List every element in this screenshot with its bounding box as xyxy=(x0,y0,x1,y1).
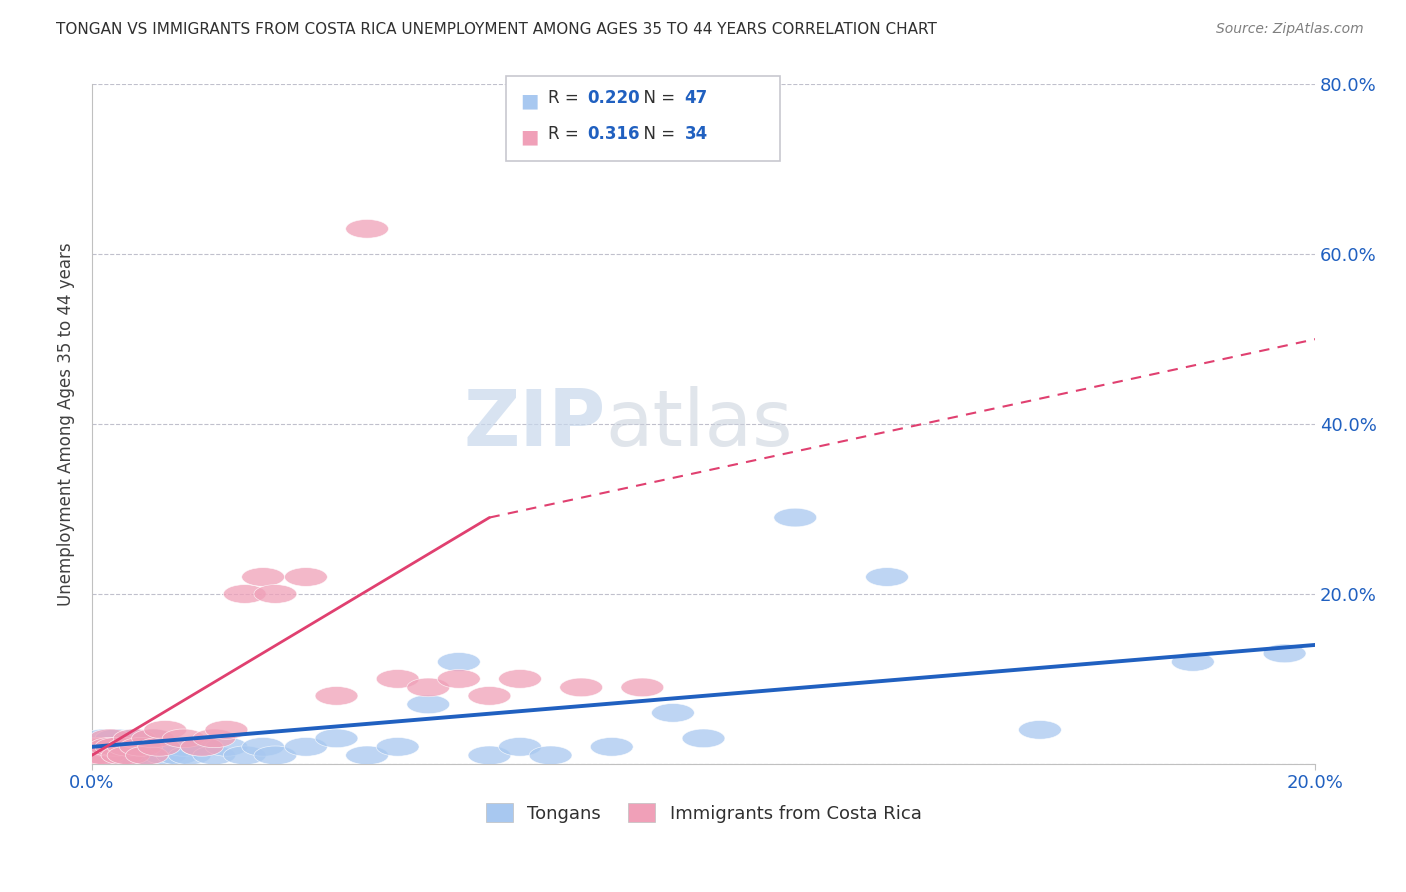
Ellipse shape xyxy=(468,687,510,706)
Ellipse shape xyxy=(284,567,328,586)
Ellipse shape xyxy=(224,746,266,764)
Ellipse shape xyxy=(406,678,450,697)
Ellipse shape xyxy=(315,729,359,747)
Ellipse shape xyxy=(180,738,224,756)
Text: Source: ZipAtlas.com: Source: ZipAtlas.com xyxy=(1216,22,1364,37)
Ellipse shape xyxy=(591,738,633,756)
Ellipse shape xyxy=(242,567,284,586)
Text: atlas: atlas xyxy=(606,386,793,462)
Ellipse shape xyxy=(83,729,125,747)
Ellipse shape xyxy=(83,738,125,756)
Ellipse shape xyxy=(205,738,247,756)
Ellipse shape xyxy=(143,746,187,764)
Ellipse shape xyxy=(89,729,132,747)
Ellipse shape xyxy=(96,738,138,756)
Ellipse shape xyxy=(162,729,205,747)
Text: 0.316: 0.316 xyxy=(588,125,640,143)
Ellipse shape xyxy=(138,738,180,756)
Ellipse shape xyxy=(162,738,205,756)
Ellipse shape xyxy=(284,738,328,756)
Ellipse shape xyxy=(132,729,174,747)
Ellipse shape xyxy=(866,567,908,586)
Ellipse shape xyxy=(254,584,297,603)
Ellipse shape xyxy=(107,746,150,764)
Ellipse shape xyxy=(96,738,138,756)
Ellipse shape xyxy=(132,729,174,747)
Ellipse shape xyxy=(346,746,388,764)
Text: ■: ■ xyxy=(520,92,538,111)
Ellipse shape xyxy=(499,670,541,689)
Ellipse shape xyxy=(651,704,695,723)
Ellipse shape xyxy=(143,721,187,739)
Ellipse shape xyxy=(315,687,359,706)
Ellipse shape xyxy=(76,738,120,756)
Text: N =: N = xyxy=(633,89,681,107)
Ellipse shape xyxy=(76,746,120,764)
Ellipse shape xyxy=(101,746,143,764)
Ellipse shape xyxy=(70,746,114,764)
Ellipse shape xyxy=(107,738,150,756)
Ellipse shape xyxy=(180,738,224,756)
Ellipse shape xyxy=(156,746,198,764)
Ellipse shape xyxy=(1171,653,1215,672)
Ellipse shape xyxy=(377,738,419,756)
Ellipse shape xyxy=(254,746,297,764)
Ellipse shape xyxy=(76,746,120,764)
Ellipse shape xyxy=(76,738,120,756)
Ellipse shape xyxy=(114,746,156,764)
Ellipse shape xyxy=(96,729,138,747)
Ellipse shape xyxy=(406,695,450,714)
Ellipse shape xyxy=(114,729,156,747)
Text: R =: R = xyxy=(548,89,585,107)
Ellipse shape xyxy=(107,746,150,764)
Ellipse shape xyxy=(529,746,572,764)
Ellipse shape xyxy=(101,738,143,756)
Ellipse shape xyxy=(437,670,481,689)
Ellipse shape xyxy=(125,746,169,764)
Ellipse shape xyxy=(499,738,541,756)
Ellipse shape xyxy=(150,738,193,756)
Ellipse shape xyxy=(468,746,510,764)
Ellipse shape xyxy=(346,219,388,238)
Text: 0.220: 0.220 xyxy=(588,89,640,107)
Ellipse shape xyxy=(114,729,156,747)
Ellipse shape xyxy=(205,721,247,739)
Y-axis label: Unemployment Among Ages 35 to 44 years: Unemployment Among Ages 35 to 44 years xyxy=(58,243,75,606)
Ellipse shape xyxy=(120,738,162,756)
Ellipse shape xyxy=(1263,644,1306,663)
Text: TONGAN VS IMMIGRANTS FROM COSTA RICA UNEMPLOYMENT AMONG AGES 35 TO 44 YEARS CORR: TONGAN VS IMMIGRANTS FROM COSTA RICA UNE… xyxy=(56,22,938,37)
Text: 47: 47 xyxy=(685,89,709,107)
Ellipse shape xyxy=(89,738,132,756)
Ellipse shape xyxy=(83,746,125,764)
Ellipse shape xyxy=(377,670,419,689)
Ellipse shape xyxy=(437,653,481,672)
Ellipse shape xyxy=(242,738,284,756)
Ellipse shape xyxy=(125,746,169,764)
Ellipse shape xyxy=(193,729,236,747)
Text: N =: N = xyxy=(633,125,681,143)
Legend: Tongans, Immigrants from Costa Rica: Tongans, Immigrants from Costa Rica xyxy=(485,804,921,822)
Ellipse shape xyxy=(101,746,143,764)
Ellipse shape xyxy=(193,746,236,764)
Ellipse shape xyxy=(682,729,725,747)
Ellipse shape xyxy=(560,678,603,697)
Ellipse shape xyxy=(120,738,162,756)
Ellipse shape xyxy=(169,746,211,764)
Text: ■: ■ xyxy=(520,128,538,146)
Ellipse shape xyxy=(89,746,132,764)
Ellipse shape xyxy=(138,738,180,756)
Ellipse shape xyxy=(107,738,150,756)
Ellipse shape xyxy=(621,678,664,697)
Ellipse shape xyxy=(224,584,266,603)
Text: R =: R = xyxy=(548,125,585,143)
Text: ZIP: ZIP xyxy=(464,386,606,462)
Ellipse shape xyxy=(70,746,114,764)
Ellipse shape xyxy=(89,738,132,756)
Text: 34: 34 xyxy=(685,125,709,143)
Ellipse shape xyxy=(83,746,125,764)
Ellipse shape xyxy=(773,508,817,527)
Ellipse shape xyxy=(1018,721,1062,739)
